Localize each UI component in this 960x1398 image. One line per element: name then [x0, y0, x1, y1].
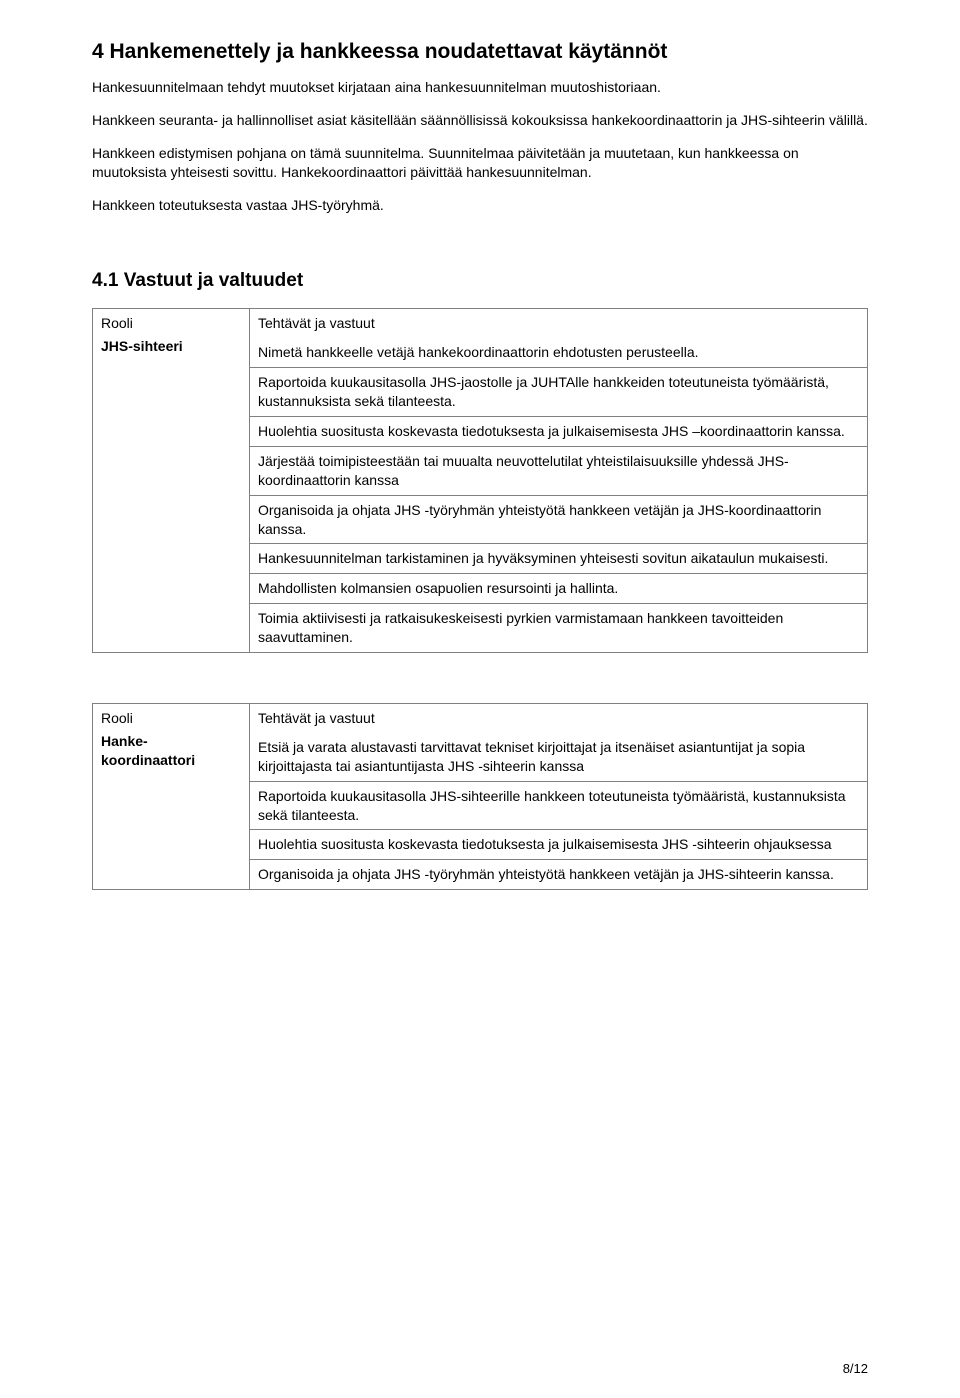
task-item: Huolehtia suositusta koskevasta tiedotuk…	[258, 422, 859, 441]
tasks-cell: Organisoida ja ohjata JHS -työryhmän yht…	[250, 860, 868, 890]
tasks-cell: Tehtävät ja vastuut Etsiä ja varata alus…	[250, 704, 868, 782]
table-row: Rooli JHS-sihteeri Tehtävät ja vastuut N…	[93, 309, 868, 368]
task-item: Etsiä ja varata alustavasti tarvittavat …	[258, 738, 859, 776]
role-cell: Rooli JHS-sihteeri	[93, 309, 250, 653]
paragraph: Hankkeen edistymisen pohjana on tämä suu…	[92, 144, 868, 182]
tasks-header: Tehtävät ja vastuut	[258, 709, 859, 728]
task-item: Organisoida ja ohjata JHS -työryhmän yht…	[258, 501, 859, 539]
role-name: Hanke-koordinaattori	[101, 732, 241, 770]
tasks-cell: Toimia aktiivisesti ja ratkaisukeskeises…	[250, 604, 868, 653]
section-heading: 4 Hankemenettely ja hankkeessa noudatett…	[92, 40, 868, 64]
subsection-heading: 4.1 Vastuut ja valtuudet	[92, 270, 868, 292]
task-item: Hankesuunnitelman tarkistaminen ja hyväk…	[258, 549, 859, 568]
task-item: Raportoida kuukausitasolla JHS-sihteeril…	[258, 787, 859, 825]
task-item: Huolehtia suositusta koskevasta tiedotuk…	[258, 835, 859, 854]
table-row: Rooli Hanke-koordinaattori Tehtävät ja v…	[93, 704, 868, 782]
tasks-cell: Raportoida kuukausitasolla JHS-sihteeril…	[250, 781, 868, 830]
task-item: Raportoida kuukausitasolla JHS-jaostolle…	[258, 373, 859, 411]
roles-table-1: Rooli JHS-sihteeri Tehtävät ja vastuut N…	[92, 308, 868, 653]
tasks-cell: Järjestää toimipisteestään tai muualta n…	[250, 446, 868, 495]
tasks-cell: Huolehtia suositusta koskevasta tiedotuk…	[250, 830, 868, 860]
paragraph: Hankkeen toteutuksesta vastaa JHS-työryh…	[92, 196, 868, 215]
tasks-cell: Raportoida kuukausitasolla JHS-jaostolle…	[250, 368, 868, 417]
tasks-cell: Tehtävät ja vastuut Nimetä hankkeelle ve…	[250, 309, 868, 368]
task-item: Mahdollisten kolmansien osapuolien resur…	[258, 579, 859, 598]
tasks-cell: Organisoida ja ohjata JHS -työryhmän yht…	[250, 495, 868, 544]
task-item: Nimetä hankkeelle vetäjä hankekoordinaat…	[258, 343, 859, 362]
role-name: JHS-sihteeri	[101, 337, 241, 356]
roles-table-2: Rooli Hanke-koordinaattori Tehtävät ja v…	[92, 703, 868, 890]
spacer	[92, 240, 868, 270]
document-page: 4 Hankemenettely ja hankkeessa noudatett…	[0, 0, 960, 1398]
tasks-cell: Hankesuunnitelman tarkistaminen ja hyväk…	[250, 544, 868, 574]
page-number: 8/12	[843, 1361, 868, 1376]
role-label: Rooli	[101, 314, 241, 333]
paragraph: Hankesuunnitelmaan tehdyt muutokset kirj…	[92, 78, 868, 97]
role-cell: Rooli Hanke-koordinaattori	[93, 704, 250, 890]
tasks-cell: Mahdollisten kolmansien osapuolien resur…	[250, 574, 868, 604]
paragraph: Hankkeen seuranta- ja hallinnolliset asi…	[92, 111, 868, 130]
task-item: Järjestää toimipisteestään tai muualta n…	[258, 452, 859, 490]
task-item: Toimia aktiivisesti ja ratkaisukeskeises…	[258, 609, 859, 647]
tasks-cell: Huolehtia suositusta koskevasta tiedotuk…	[250, 417, 868, 447]
task-item: Organisoida ja ohjata JHS -työryhmän yht…	[258, 865, 859, 884]
tasks-header: Tehtävät ja vastuut	[258, 314, 859, 333]
role-label: Rooli	[101, 709, 241, 728]
